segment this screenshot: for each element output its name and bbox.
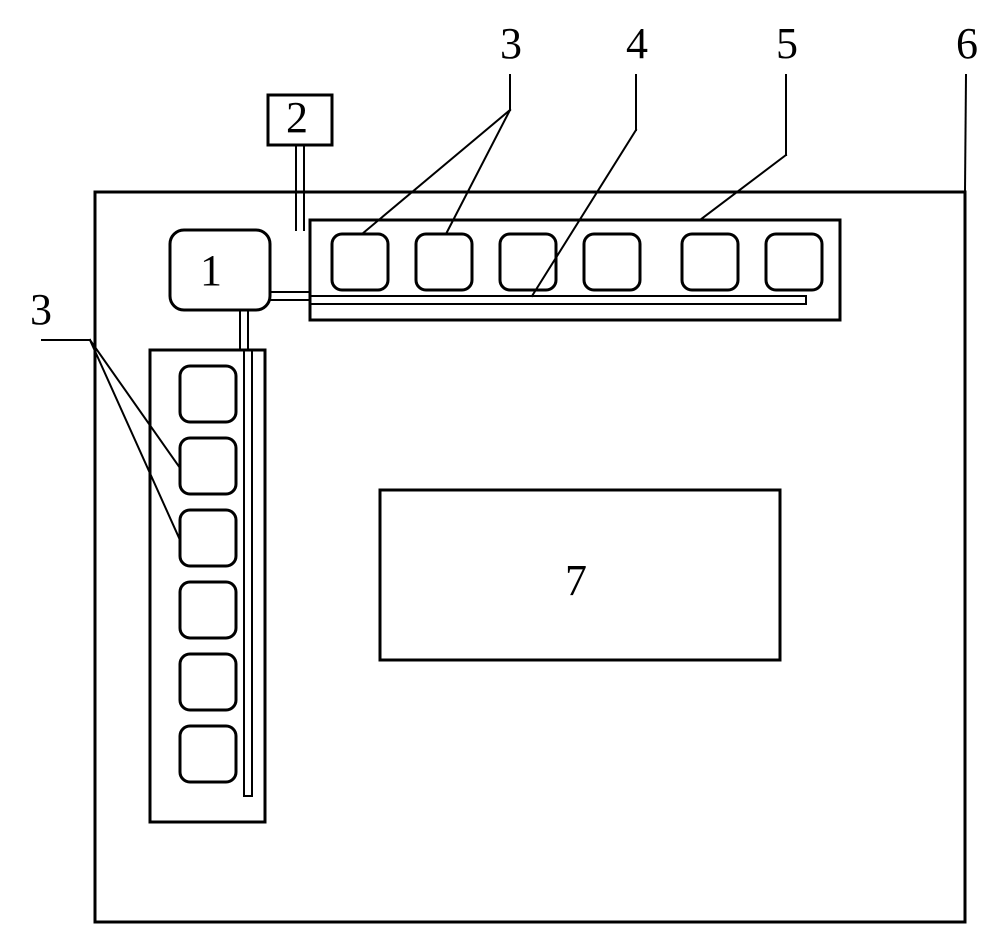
top-cell (584, 234, 640, 290)
main-panel (95, 192, 965, 922)
label-3-side: 3 (30, 285, 52, 334)
top-cell (332, 234, 388, 290)
label-6: 6 (956, 19, 978, 68)
top-cell (500, 234, 556, 290)
label-5: 5 (776, 19, 798, 68)
side-cell (180, 438, 236, 494)
top-cell (416, 234, 472, 290)
top-cell (766, 234, 822, 290)
side-cell (180, 726, 236, 782)
side-cell (180, 510, 236, 566)
label-4: 4 (626, 19, 648, 68)
label-2: 2 (286, 93, 308, 142)
label-1: 1 (200, 246, 222, 295)
top-cell (682, 234, 738, 290)
side-cell (180, 654, 236, 710)
label-3: 3 (500, 19, 522, 68)
side-cell (180, 366, 236, 422)
label-7: 7 (565, 556, 587, 605)
side-cell (180, 582, 236, 638)
